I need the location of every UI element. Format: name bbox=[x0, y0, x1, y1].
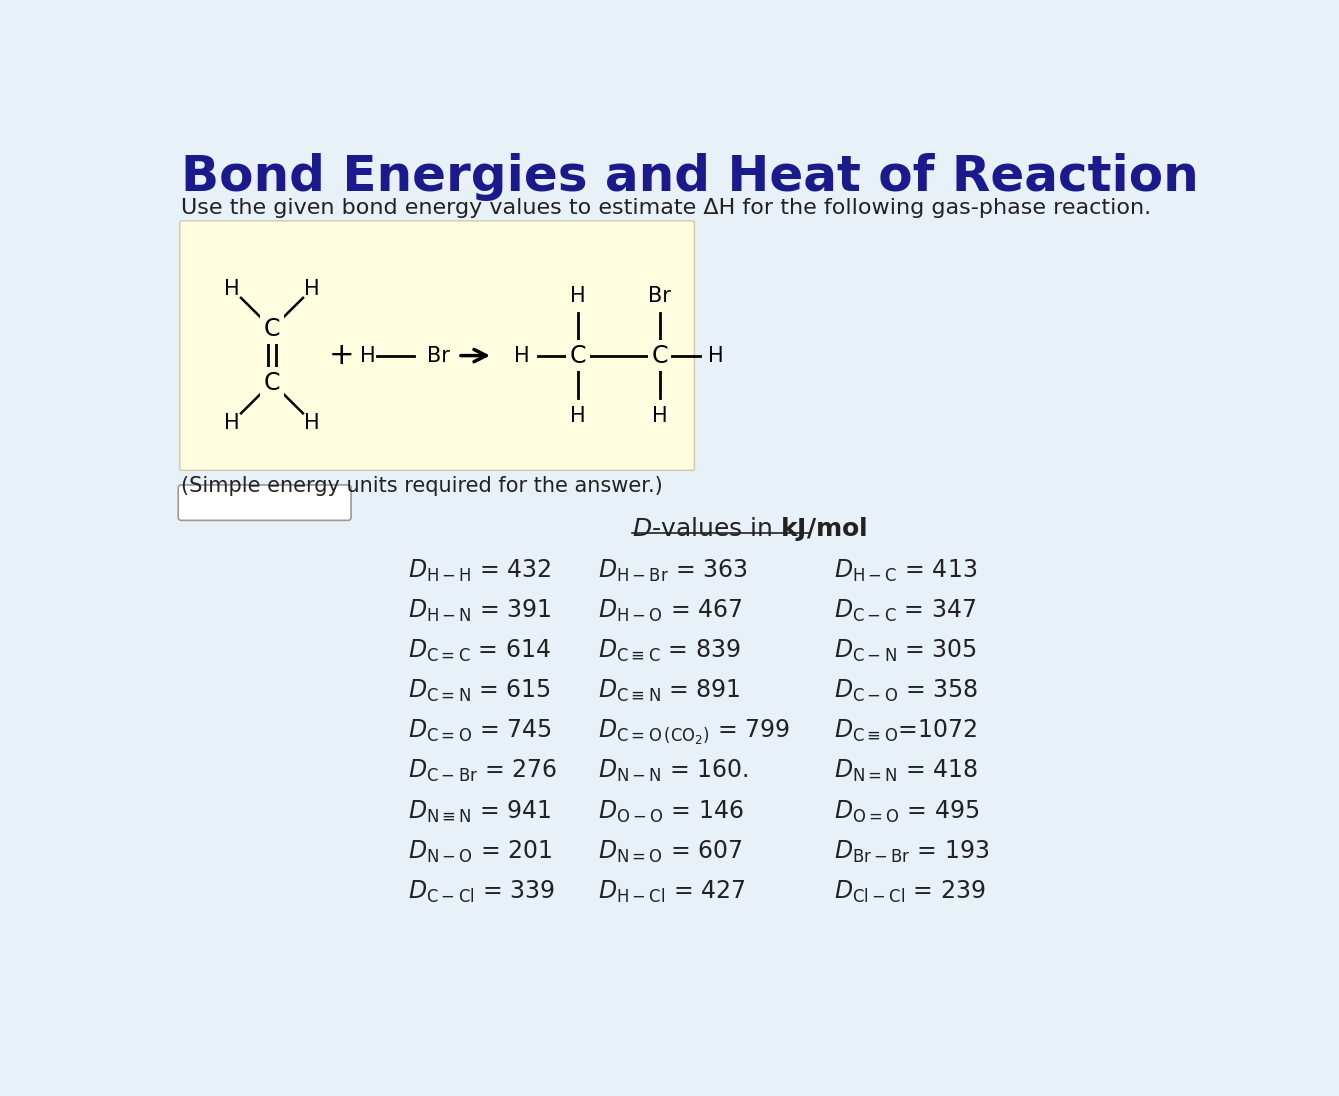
Text: $\mathit{D}_{\mathrm{N=N}}$ = 418: $\mathit{D}_{\mathrm{N=N}}$ = 418 bbox=[834, 758, 979, 785]
Text: $\mathit{D}_{\mathrm{O=O}}$ = 495: $\mathit{D}_{\mathrm{O=O}}$ = 495 bbox=[834, 798, 979, 824]
Text: H: H bbox=[514, 345, 530, 366]
Text: Br: Br bbox=[648, 286, 671, 306]
Text: $\mathit{D}_{\mathrm{H-C}}$ = 413: $\mathit{D}_{\mathrm{H-C}}$ = 413 bbox=[834, 558, 977, 584]
Text: $\mathit{D}_{\mathrm{H-H}}$ = 432: $\mathit{D}_{\mathrm{H-H}}$ = 432 bbox=[407, 558, 552, 584]
Text: $\mathit{D}$-values in $\mathbf{kJ/mol}$: $\mathit{D}$-values in $\mathbf{kJ/mol}$ bbox=[632, 515, 868, 543]
Text: $\mathit{D}_{\mathrm{Cl-Cl}}$ = 239: $\mathit{D}_{\mathrm{Cl-Cl}}$ = 239 bbox=[834, 878, 986, 904]
Text: $\mathit{D}_{\mathrm{C\equiv O}}$=1072: $\mathit{D}_{\mathrm{C\equiv O}}$=1072 bbox=[834, 718, 977, 744]
Text: $\mathit{D}_{\mathrm{C-Cl}}$ = 339: $\mathit{D}_{\mathrm{C-Cl}}$ = 339 bbox=[407, 878, 554, 904]
Text: H: H bbox=[652, 406, 667, 425]
FancyBboxPatch shape bbox=[179, 220, 695, 470]
Text: H: H bbox=[224, 412, 240, 433]
Text: $\mathit{D}_{\mathrm{H-Br}}$ = 363: $\mathit{D}_{\mathrm{H-Br}}$ = 363 bbox=[597, 558, 747, 584]
FancyBboxPatch shape bbox=[178, 484, 351, 521]
Text: $\mathit{D}_{\mathrm{C\equiv N}}$ = 891: $\mathit{D}_{\mathrm{C\equiv N}}$ = 891 bbox=[597, 678, 740, 705]
Text: C: C bbox=[570, 343, 586, 367]
Text: $\mathit{D}_{\mathrm{C=N}}$ = 615: $\mathit{D}_{\mathrm{C=N}}$ = 615 bbox=[407, 678, 550, 705]
Text: H: H bbox=[707, 345, 723, 366]
Text: $\mathit{D}_{\mathrm{H-O}}$ = 467: $\mathit{D}_{\mathrm{H-O}}$ = 467 bbox=[597, 598, 742, 625]
Text: $\mathit{D}_{\mathrm{N=O}}$ = 607: $\mathit{D}_{\mathrm{N=O}}$ = 607 bbox=[597, 838, 742, 865]
Text: $\mathit{D}_{\mathrm{C=C}}$ = 614: $\mathit{D}_{\mathrm{C=C}}$ = 614 bbox=[407, 638, 550, 664]
Text: $\mathit{D}_{\mathrm{C=O}}$ = 745: $\mathit{D}_{\mathrm{C=O}}$ = 745 bbox=[407, 718, 552, 744]
Text: H: H bbox=[570, 406, 586, 425]
Text: $\mathit{D}_{\mathrm{C-N}}$ = 305: $\mathit{D}_{\mathrm{C-N}}$ = 305 bbox=[834, 638, 977, 664]
Text: H: H bbox=[304, 412, 320, 433]
Text: Bond Energies and Heat of Reaction: Bond Energies and Heat of Reaction bbox=[181, 153, 1200, 201]
Text: Br: Br bbox=[427, 345, 450, 366]
Text: (Simple energy units required for the answer.): (Simple energy units required for the an… bbox=[181, 477, 663, 496]
Text: $\mathit{D}_{\mathrm{C=O\,(CO_2)}}$ = 799: $\mathit{D}_{\mathrm{C=O\,(CO_2)}}$ = 79… bbox=[597, 718, 790, 747]
Text: H: H bbox=[304, 278, 320, 298]
Text: $\mathit{D}_{\mathrm{N-O}}$ = 201: $\mathit{D}_{\mathrm{N-O}}$ = 201 bbox=[407, 838, 552, 865]
Text: C: C bbox=[264, 370, 280, 395]
Text: +: + bbox=[329, 341, 355, 370]
Text: Use the given bond energy values to estimate ΔH for the following gas-phase reac: Use the given bond energy values to esti… bbox=[181, 197, 1152, 218]
Text: $\mathit{D}_{\mathrm{N\equiv N}}$ = 941: $\mathit{D}_{\mathrm{N\equiv N}}$ = 941 bbox=[407, 798, 552, 824]
Text: $\mathit{D}_{\mathrm{C-Br}}$ = 276: $\mathit{D}_{\mathrm{C-Br}}$ = 276 bbox=[407, 758, 557, 785]
Text: $\mathit{D}_{\mathrm{C\equiv C}}$ = 839: $\mathit{D}_{\mathrm{C\equiv C}}$ = 839 bbox=[597, 638, 740, 664]
Text: $\mathit{D}_{\mathrm{Br-Br}}$ = 193: $\mathit{D}_{\mathrm{Br-Br}}$ = 193 bbox=[834, 838, 990, 865]
Text: $\mathit{D}_{\mathrm{N-N}}$ = 160.: $\mathit{D}_{\mathrm{N-N}}$ = 160. bbox=[597, 758, 749, 785]
Text: H: H bbox=[359, 345, 375, 366]
Text: $\mathit{D}_{\mathrm{C-C}}$ = 347: $\mathit{D}_{\mathrm{C-C}}$ = 347 bbox=[834, 598, 976, 625]
Text: $\mathit{D}_{\mathrm{C-O}}$ = 358: $\mathit{D}_{\mathrm{C-O}}$ = 358 bbox=[834, 678, 977, 705]
Text: C: C bbox=[264, 317, 280, 341]
Text: $\mathit{D}_{\mathrm{H-N}}$ = 391: $\mathit{D}_{\mathrm{H-N}}$ = 391 bbox=[407, 598, 552, 625]
Text: H: H bbox=[224, 278, 240, 298]
Text: H: H bbox=[570, 286, 586, 306]
Text: $\mathit{D}_{\mathrm{O-O}}$ = 146: $\mathit{D}_{\mathrm{O-O}}$ = 146 bbox=[597, 798, 743, 824]
Text: $\mathit{D}_{\mathrm{H-Cl}}$ = 427: $\mathit{D}_{\mathrm{H-Cl}}$ = 427 bbox=[597, 878, 744, 904]
Text: C: C bbox=[651, 343, 668, 367]
